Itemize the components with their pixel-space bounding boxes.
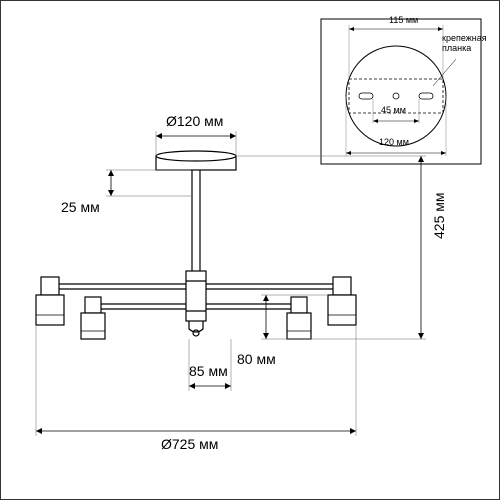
dim-head-width: 85 мм (189, 363, 228, 379)
dim-overall-height: 425 мм (431, 193, 447, 240)
dim-canopy-diameter: Ø120 мм (166, 113, 223, 129)
diagram-canvas: Ø120 мм 25 мм 425 мм 80 мм 85 мм Ø725 мм… (0, 0, 500, 500)
dim-overall-diameter: Ø725 мм (161, 436, 218, 452)
inset-plate-label: крепежная планка (442, 34, 487, 54)
dim-head-height: 80 мм (237, 351, 276, 367)
dim-stem-gap: 25 мм (61, 199, 100, 215)
inset-plate-width: 115 мм (389, 15, 418, 25)
fixture-drawing (1, 1, 499, 499)
inset-slot-spacing: 45 мм (381, 105, 406, 115)
fixture-elevation (36, 151, 356, 339)
inset-base-width: 120 мм (379, 137, 409, 147)
